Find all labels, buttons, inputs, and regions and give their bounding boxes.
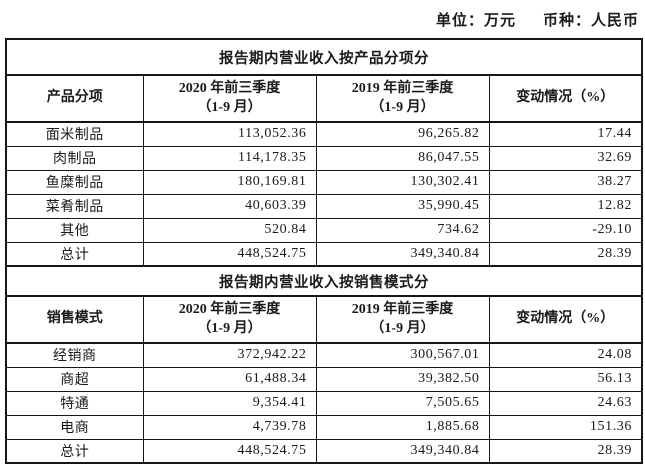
table1-title-row: 报告期内营业收入按产品分项分: [5, 38, 643, 76]
unit-currency-line: 单位：万元 币种：人民币: [436, 9, 639, 30]
change-cell: 151.36: [488, 414, 643, 440]
change-cell: 28.39: [488, 241, 643, 267]
table2-title-row: 报告期内营业收入按销售模式分: [5, 265, 643, 297]
table-row: 商超 61,488.34 39,382.50 56.13: [5, 366, 643, 392]
table-row-total: 总计 448,524.75 349,340.84 28.39: [5, 241, 643, 267]
table2-title: 报告期内营业收入按销售模式分: [5, 265, 643, 297]
table-row: 特通 9,354.41 7,505.65 24.63: [5, 390, 643, 416]
value-2019-cell: 130,302.41: [315, 169, 490, 195]
value-2020-cell: 40,603.39: [142, 193, 317, 219]
value-2019-cell: 35,990.45: [315, 193, 490, 219]
header-2020-line1: 2020 年前三季度: [178, 301, 281, 317]
revenue-table: 报告期内营业收入按产品分项分 产品分项 2020 年前三季度 （1-9 月） 2…: [5, 38, 643, 464]
change-cell: 12.82: [488, 193, 643, 219]
table1-header-2019: 2019 年前三季度 （1-9 月）: [315, 74, 490, 123]
value-2019-cell: 349,340.84: [315, 438, 490, 464]
change-cell: 38.27: [488, 169, 643, 195]
header-2019-line1: 2019 年前三季度: [351, 301, 454, 317]
value-2019-cell: 7,505.65: [315, 390, 490, 416]
change-cell: -29.10: [488, 217, 643, 243]
table2-header-change: 变动情况（%）: [488, 295, 643, 344]
table-row-total: 总计 448,524.75 349,340.84 28.39: [5, 438, 643, 464]
value-2020-cell: 372,942.22: [142, 342, 317, 368]
product-name-cell: 面米制品: [5, 121, 144, 147]
value-2020-cell: 520.84: [142, 217, 317, 243]
table1-header-2020: 2020 年前三季度 （1-9 月）: [142, 74, 317, 123]
change-cell: 24.08: [488, 342, 643, 368]
change-cell: 56.13: [488, 366, 643, 392]
value-2019-cell: 86,047.55: [315, 145, 490, 171]
value-2020-cell: 4,739.78: [142, 414, 317, 440]
change-cell: 17.44: [488, 121, 643, 147]
product-name-cell: 鱼糜制品: [5, 169, 144, 195]
value-2019-cell: 39,382.50: [315, 366, 490, 392]
table-row: 电商 4,739.78 1,885.68 151.36: [5, 414, 643, 440]
value-2019-cell: 96,265.82: [315, 121, 490, 147]
channel-name-cell: 特通: [5, 390, 144, 416]
header-2019-line2: （1-9 月）: [370, 320, 435, 336]
value-2020-cell: 448,524.75: [142, 438, 317, 464]
value-2019-cell: 734.62: [315, 217, 490, 243]
header-2020-line1: 2020 年前三季度: [178, 80, 281, 96]
product-name-cell: 总计: [5, 241, 144, 267]
currency-label: 币种：人民币: [542, 13, 639, 29]
table2-header-row: 销售模式 2020 年前三季度 （1-9 月） 2019 年前三季度 （1-9 …: [5, 295, 643, 344]
value-2019-cell: 349,340.84: [315, 241, 490, 267]
channel-name-cell: 经销商: [5, 342, 144, 368]
table-row: 鱼糜制品 180,169.81 130,302.41 38.27: [5, 169, 643, 195]
unit-label: 单位：万元: [435, 13, 516, 29]
table-row: 其他 520.84 734.62 -29.10: [5, 217, 643, 243]
table2-header-2020: 2020 年前三季度 （1-9 月）: [142, 295, 317, 344]
value-2020-cell: 448,524.75: [142, 241, 317, 267]
table2-header-2019: 2019 年前三季度 （1-9 月）: [315, 295, 490, 344]
value-2020-cell: 114,178.35: [142, 145, 317, 171]
table1-title: 报告期内营业收入按产品分项分: [5, 38, 643, 76]
table-row: 肉制品 114,178.35 86,047.55 32.69: [5, 145, 643, 171]
header-2019-line1: 2019 年前三季度: [351, 80, 454, 96]
value-2020-cell: 9,354.41: [142, 390, 317, 416]
product-name-cell: 菜肴制品: [5, 193, 144, 219]
table2-header-channel: 销售模式: [5, 295, 144, 344]
value-2020-cell: 113,052.36: [142, 121, 317, 147]
value-2020-cell: 61,488.34: [142, 366, 317, 392]
product-name-cell: 肉制品: [5, 145, 144, 171]
channel-name-cell: 总计: [5, 438, 144, 464]
table-row: 菜肴制品 40,603.39 35,990.45 12.82: [5, 193, 643, 219]
table1-header-product: 产品分项: [5, 74, 144, 123]
header-2019-line2: （1-9 月）: [370, 99, 435, 115]
value-2020-cell: 180,169.81: [142, 169, 317, 195]
channel-name-cell: 商超: [5, 366, 144, 392]
table-row: 经销商 372,942.22 300,567.01 24.08: [5, 342, 643, 368]
change-cell: 24.63: [488, 390, 643, 416]
table-row: 面米制品 113,052.36 96,265.82 17.44: [5, 121, 643, 147]
product-name-cell: 其他: [5, 217, 144, 243]
header-2020-line2: （1-9 月）: [197, 99, 262, 115]
header-2020-line2: （1-9 月）: [197, 320, 262, 336]
table1-header-row: 产品分项 2020 年前三季度 （1-9 月） 2019 年前三季度 （1-9 …: [5, 74, 643, 123]
channel-name-cell: 电商: [5, 414, 144, 440]
value-2019-cell: 300,567.01: [315, 342, 490, 368]
table1-header-change: 变动情况（%）: [488, 74, 643, 123]
change-cell: 28.39: [488, 438, 643, 464]
change-cell: 32.69: [488, 145, 643, 171]
value-2019-cell: 1,885.68: [315, 414, 490, 440]
